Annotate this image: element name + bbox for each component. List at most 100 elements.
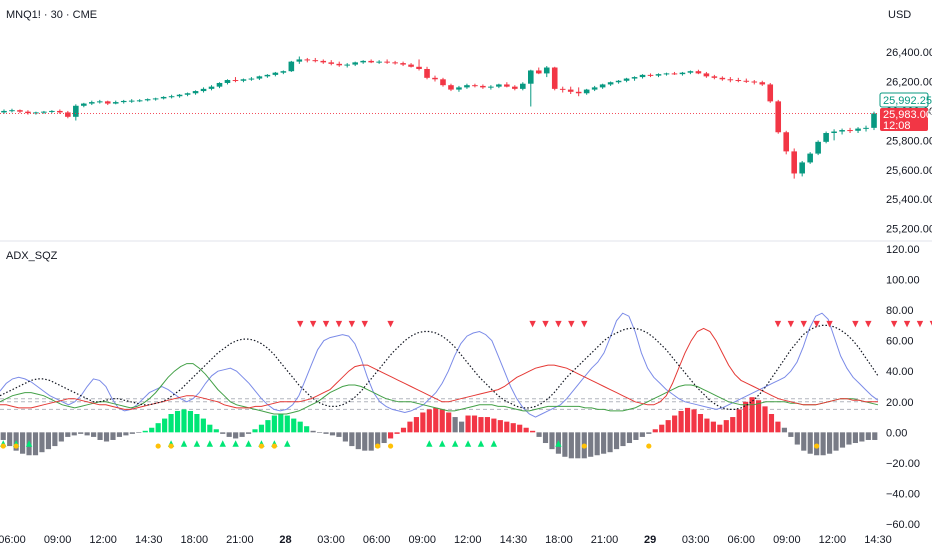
squeeze-dot (0, 443, 6, 449)
histogram-bar (233, 432, 239, 439)
histogram-bar (97, 432, 103, 440)
candle-body (384, 61, 390, 63)
histogram-bar (110, 432, 116, 440)
candle-body (25, 111, 31, 114)
histogram-bar (794, 432, 800, 445)
series-line-green (0, 363, 879, 415)
histogram-bar (58, 432, 64, 442)
price-axis[interactable]: 26,400.0026,200.0026,000.0025,800.0025,6… (886, 47, 932, 236)
buy-signal-marker (284, 440, 291, 447)
squeeze-dot (375, 443, 381, 449)
sell-signal-marker (787, 320, 795, 328)
buy-signal-marker (206, 440, 214, 447)
histogram-bar (136, 432, 142, 433)
buy-signal-marker (464, 440, 472, 447)
buy-signal-marker (426, 440, 433, 447)
histogram-bar (174, 410, 181, 433)
time-tick-label: 14:30 (500, 534, 528, 546)
histogram-bar (162, 418, 168, 433)
time-tick-label: 28 (279, 534, 291, 546)
histogram-bar (452, 417, 458, 433)
time-tick-label: 21:00 (226, 534, 254, 546)
candle-body (735, 80, 742, 82)
histogram-bar (52, 432, 58, 447)
histogram-bar (704, 418, 710, 433)
candle-body (663, 73, 670, 75)
sell-signal-marker (555, 320, 562, 328)
candle-body (296, 59, 303, 62)
time-axis[interactable]: 06:00 09:00 12:00 14:30 18:00 21:00 28 03:00 06:… (0, 534, 892, 546)
squeeze-dot (271, 443, 277, 449)
time-tick-label: 18:00 (545, 534, 573, 546)
squeeze-dot (387, 443, 394, 449)
sell-signal-marker (387, 320, 394, 328)
histogram-bar (65, 432, 71, 437)
indicator-title[interactable]: ADX_SQZ (6, 250, 58, 262)
candle-body (272, 72, 279, 75)
symbol-title[interactable]: MNQ1! · 30 · CME (6, 9, 97, 21)
candle-body (168, 96, 175, 98)
candle-body (535, 70, 542, 74)
indicator-pane[interactable] (0, 312, 932, 459)
candle-body (591, 87, 598, 90)
histogram-bar (542, 432, 549, 444)
candle-body (312, 60, 319, 62)
histogram-bar (471, 415, 478, 433)
histogram-bar (71, 432, 77, 436)
time-tick-label: 14:30 (135, 534, 163, 546)
histogram-bar (375, 432, 381, 448)
histogram-bar (652, 429, 658, 433)
time-tick-label: 09:00 (408, 534, 436, 546)
candle-body (679, 72, 686, 75)
candle-body (408, 64, 414, 67)
candle-body (240, 79, 247, 81)
price-tag-upper-value: 25,992.25 (883, 95, 932, 107)
histogram-bar (839, 432, 846, 448)
histogram-bar (200, 418, 206, 433)
sell-signal-marker (361, 320, 368, 328)
price-tag-lower: 25,983.00 12:08 (880, 108, 932, 132)
candle-body (49, 110, 55, 112)
histogram-bar (801, 432, 807, 451)
sell-signal-marker (774, 320, 782, 328)
histogram-bar (181, 409, 187, 433)
indicator-axis[interactable]: 120.00 100.00 80.00 60.00 40.00 20.00 0.00 −20.… (886, 244, 920, 531)
candle-body (368, 60, 374, 63)
histogram-bar (329, 432, 336, 436)
price-pane[interactable] (0, 56, 878, 179)
candle-body (583, 89, 590, 94)
candle-body (727, 79, 734, 81)
sell-signal-marker (903, 320, 911, 328)
candle-body (855, 128, 861, 131)
candle-body (432, 77, 438, 80)
candle-body (33, 112, 39, 114)
time-tick-label: 12:00 (819, 534, 847, 546)
squeeze-dot (13, 443, 19, 449)
histogram-bar (123, 432, 129, 436)
candle-body (607, 82, 614, 85)
price-tag-upper-box (879, 92, 929, 108)
sell-signal-marker (916, 320, 924, 328)
sell-signal-marker (348, 320, 356, 328)
histogram-bar (459, 421, 465, 433)
candle-body (232, 80, 239, 82)
squeeze-dot (258, 443, 265, 449)
buy-signal-marker (25, 440, 33, 447)
histogram-bar (84, 432, 90, 436)
candle-body (416, 66, 422, 69)
sell-signal-marker (296, 320, 304, 328)
histogram-bar (697, 414, 704, 433)
histogram-bar (226, 432, 232, 437)
indicator-tick-label: −20.00 (886, 458, 920, 470)
histogram-bar (207, 424, 213, 433)
histogram-bar (0, 432, 6, 440)
histogram-bar (594, 432, 600, 456)
price-tick-label: 26,200.00 (886, 77, 932, 89)
candle-body (783, 132, 790, 152)
histogram-bar (446, 412, 452, 433)
candle-body (711, 76, 718, 78)
candle-body (440, 79, 446, 86)
histogram-bar (678, 410, 684, 433)
candle-body (360, 60, 366, 63)
histogram-bar (336, 432, 342, 437)
